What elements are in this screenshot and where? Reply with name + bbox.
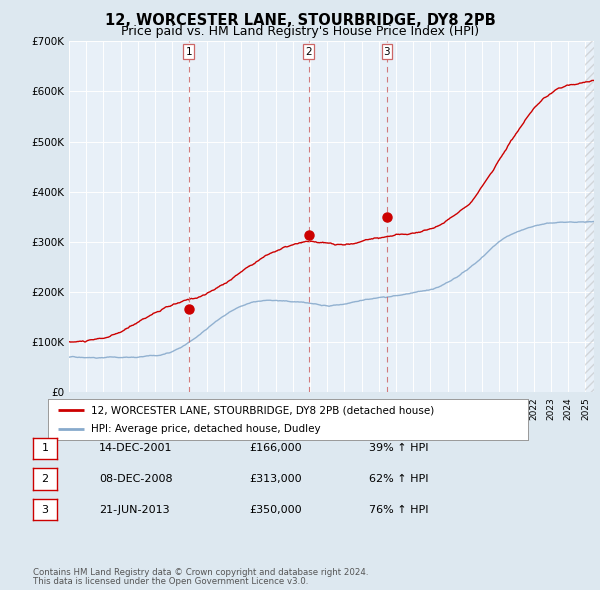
Bar (586, 41, 594, 392)
Text: 12, WORCESTER LANE, STOURBRIDGE, DY8 2PB (detached house): 12, WORCESTER LANE, STOURBRIDGE, DY8 2PB… (91, 405, 434, 415)
Text: Price paid vs. HM Land Registry's House Price Index (HPI): Price paid vs. HM Land Registry's House … (121, 25, 479, 38)
Text: 3: 3 (41, 505, 49, 514)
Text: 3: 3 (383, 47, 390, 57)
Text: 21-JUN-2013: 21-JUN-2013 (99, 505, 170, 514)
Text: 62% ↑ HPI: 62% ↑ HPI (369, 474, 428, 484)
Text: Contains HM Land Registry data © Crown copyright and database right 2024.: Contains HM Land Registry data © Crown c… (33, 568, 368, 577)
Text: 2: 2 (305, 47, 312, 57)
Text: 14-DEC-2001: 14-DEC-2001 (99, 444, 173, 453)
Text: 12, WORCESTER LANE, STOURBRIDGE, DY8 2PB: 12, WORCESTER LANE, STOURBRIDGE, DY8 2PB (104, 13, 496, 28)
Text: £350,000: £350,000 (249, 505, 302, 514)
Text: 2: 2 (41, 474, 49, 484)
Text: 39% ↑ HPI: 39% ↑ HPI (369, 444, 428, 453)
Text: 1: 1 (185, 47, 192, 57)
Text: HPI: Average price, detached house, Dudley: HPI: Average price, detached house, Dudl… (91, 424, 321, 434)
Text: £166,000: £166,000 (249, 444, 302, 453)
Text: £313,000: £313,000 (249, 474, 302, 484)
Text: 1: 1 (41, 444, 49, 453)
Text: 76% ↑ HPI: 76% ↑ HPI (369, 505, 428, 514)
Text: 08-DEC-2008: 08-DEC-2008 (99, 474, 173, 484)
Text: This data is licensed under the Open Government Licence v3.0.: This data is licensed under the Open Gov… (33, 577, 308, 586)
